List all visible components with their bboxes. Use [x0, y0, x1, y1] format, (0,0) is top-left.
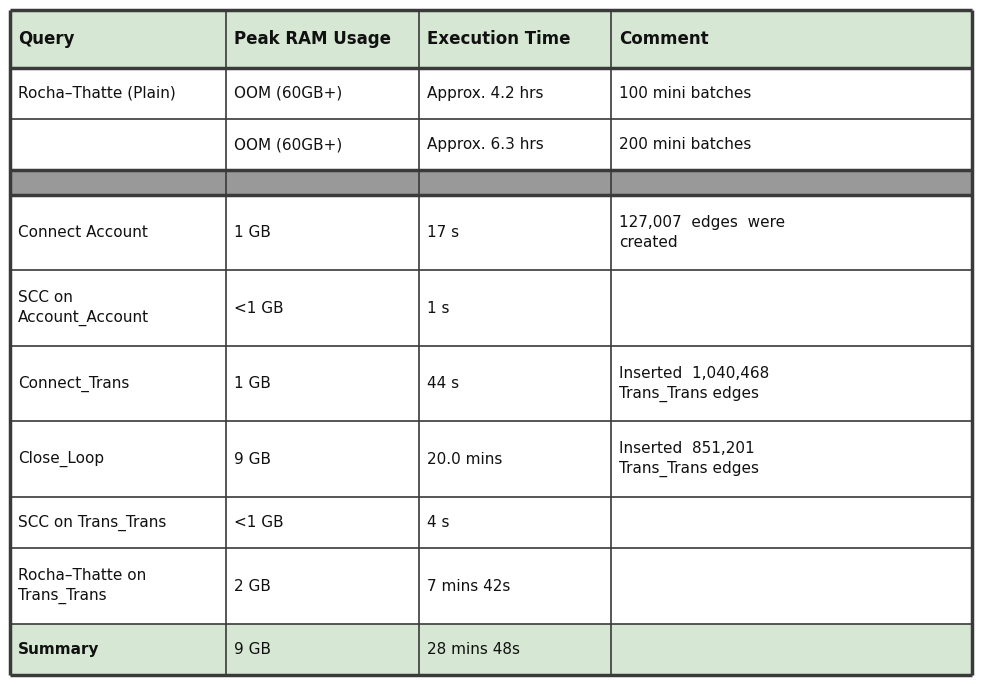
- Text: OOM (60GB+): OOM (60GB+): [235, 137, 343, 152]
- Text: 20.0 mins: 20.0 mins: [427, 452, 502, 466]
- Text: 9 GB: 9 GB: [235, 642, 271, 657]
- Text: 28 mins 48s: 28 mins 48s: [427, 642, 519, 657]
- Bar: [10, 421, 972, 497]
- Bar: [10, 119, 972, 170]
- Text: Rocha–Thatte (Plain): Rocha–Thatte (Plain): [18, 86, 176, 101]
- Text: <1 GB: <1 GB: [235, 515, 284, 530]
- Text: Approx. 6.3 hrs: Approx. 6.3 hrs: [427, 137, 544, 152]
- Text: 1 GB: 1 GB: [235, 376, 271, 391]
- Text: OOM (60GB+): OOM (60GB+): [235, 86, 343, 101]
- Text: Query: Query: [18, 30, 75, 48]
- Bar: [10, 170, 972, 195]
- Text: Rocha–Thatte on
Trans_Trans: Rocha–Thatte on Trans_Trans: [18, 568, 146, 604]
- Text: 9 GB: 9 GB: [235, 452, 271, 466]
- Bar: [10, 10, 972, 68]
- Text: <1 GB: <1 GB: [235, 301, 284, 316]
- Text: Inserted  1,040,468
Trans_Trans edges: Inserted 1,040,468 Trans_Trans edges: [620, 366, 770, 401]
- Bar: [10, 624, 972, 675]
- Text: Summary: Summary: [18, 642, 99, 657]
- Bar: [10, 548, 972, 624]
- Bar: [10, 270, 972, 346]
- Bar: [10, 497, 972, 548]
- Bar: [10, 346, 972, 421]
- Text: 1 GB: 1 GB: [235, 225, 271, 240]
- Text: SCC on
Account_Account: SCC on Account_Account: [18, 290, 149, 326]
- Text: Connect Account: Connect Account: [18, 225, 148, 240]
- Text: 200 mini batches: 200 mini batches: [620, 137, 751, 152]
- Text: 17 s: 17 s: [427, 225, 459, 240]
- Text: 100 mini batches: 100 mini batches: [620, 86, 751, 101]
- Text: 4 s: 4 s: [427, 515, 450, 530]
- Text: Comment: Comment: [620, 30, 709, 48]
- Text: 2 GB: 2 GB: [235, 579, 271, 593]
- Text: 7 mins 42s: 7 mins 42s: [427, 579, 511, 593]
- Bar: [10, 195, 972, 270]
- Text: Peak RAM Usage: Peak RAM Usage: [235, 30, 392, 48]
- Text: SCC on Trans_Trans: SCC on Trans_Trans: [18, 514, 166, 531]
- Text: Connect_Trans: Connect_Trans: [18, 375, 130, 392]
- Text: 1 s: 1 s: [427, 301, 450, 316]
- Bar: [10, 68, 972, 119]
- Text: Inserted  851,201
Trans_Trans edges: Inserted 851,201 Trans_Trans edges: [620, 441, 759, 477]
- Text: 127,007  edges  were
created: 127,007 edges were created: [620, 215, 786, 250]
- Text: Approx. 4.2 hrs: Approx. 4.2 hrs: [427, 86, 543, 101]
- Text: Close_Loop: Close_Loop: [18, 451, 104, 467]
- Text: 44 s: 44 s: [427, 376, 459, 391]
- Text: Execution Time: Execution Time: [427, 30, 571, 48]
